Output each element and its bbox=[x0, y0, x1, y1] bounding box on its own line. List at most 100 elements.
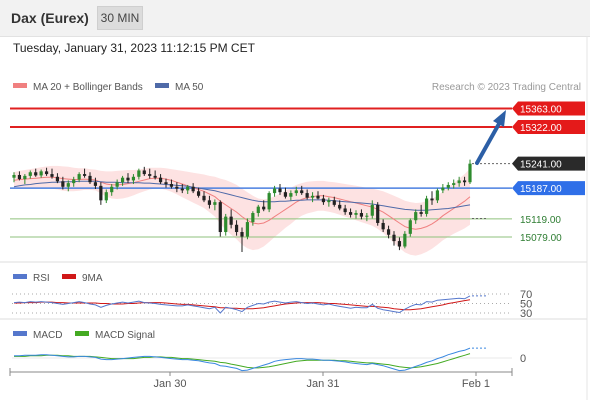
candle-body bbox=[403, 233, 407, 247]
candle-body bbox=[99, 185, 103, 201]
candle-body bbox=[365, 215, 369, 217]
candle-body bbox=[272, 188, 277, 194]
rsi-legend: RSI 9MA bbox=[13, 273, 103, 284]
rsi-ma-line bbox=[14, 299, 471, 311]
candle-body bbox=[338, 204, 342, 209]
candle-body bbox=[256, 206, 260, 214]
candle-body bbox=[240, 232, 244, 237]
candle-body bbox=[419, 212, 423, 214]
instrument-title: Dax (Eurex) bbox=[11, 10, 89, 26]
level-lines bbox=[10, 107, 512, 238]
candle-body bbox=[88, 175, 92, 183]
candle-body bbox=[468, 163, 472, 183]
candle-body bbox=[305, 193, 309, 198]
candle-body bbox=[148, 174, 152, 176]
main-legend: MA 20 + Bollinger Bands MA 50 Research ©… bbox=[13, 82, 581, 93]
rsi-ma-legend-label: 9MA bbox=[82, 273, 103, 284]
candle-body bbox=[180, 188, 184, 191]
candle-body bbox=[137, 170, 141, 177]
candle-body bbox=[44, 171, 49, 175]
candle-body bbox=[142, 170, 146, 175]
candle-body bbox=[267, 193, 271, 210]
macd-legend: MACD MACD Signal bbox=[13, 330, 155, 341]
candle-body bbox=[441, 187, 445, 191]
candle-body bbox=[376, 204, 380, 223]
rsi-legend-label: RSI bbox=[33, 273, 50, 284]
candle-body bbox=[55, 176, 60, 182]
candle-body bbox=[164, 182, 168, 185]
candle-body bbox=[28, 172, 32, 176]
candle-body bbox=[196, 191, 201, 196]
candle-body bbox=[218, 202, 222, 233]
candle-body bbox=[278, 188, 282, 193]
candle-body bbox=[50, 174, 54, 177]
macd-tick-label: 0 bbox=[520, 353, 526, 365]
candle-body bbox=[224, 216, 228, 233]
candle-body bbox=[191, 186, 195, 192]
candle-body bbox=[446, 184, 450, 188]
credit-text: Research © 2023 Trading Central bbox=[432, 82, 581, 93]
candle-body bbox=[77, 174, 81, 180]
macd-signal-legend-label: MACD Signal bbox=[95, 330, 155, 341]
candle-body bbox=[169, 184, 174, 187]
price-labels: 15363.00 15322.00 15241.00 15187.00 15119.00… bbox=[512, 101, 585, 244]
candle-body bbox=[126, 177, 130, 181]
rsi-swatch bbox=[13, 274, 27, 279]
support-label: 15119.00 bbox=[520, 215, 561, 226]
candle-body bbox=[359, 213, 364, 217]
candle-body bbox=[245, 222, 250, 237]
projection-arrow bbox=[475, 110, 506, 165]
candle-body bbox=[110, 186, 114, 193]
candle-body bbox=[294, 190, 298, 194]
x-axis-tick-label: Jan 30 bbox=[153, 378, 186, 390]
timeframe-button[interactable]: 30 MIN bbox=[97, 6, 143, 30]
candle-body bbox=[251, 213, 255, 223]
candle-body bbox=[34, 172, 38, 176]
chart-header: Dax (Eurex) 30 MIN bbox=[0, 0, 590, 37]
candle-body bbox=[321, 198, 326, 203]
candle-body bbox=[392, 234, 396, 242]
candle-body bbox=[408, 220, 412, 234]
candles bbox=[12, 159, 472, 252]
macd-line bbox=[14, 347, 471, 372]
candle-body bbox=[430, 198, 434, 201]
candle-body bbox=[153, 175, 157, 178]
macd-signal-swatch bbox=[75, 331, 89, 336]
x-axis: Jan 30 Jan 31 Feb 1 bbox=[9, 368, 513, 390]
rsi-tick-label: 30 bbox=[520, 308, 532, 320]
candle-body bbox=[327, 200, 331, 203]
resistance-label: 15322.00 bbox=[520, 123, 562, 134]
candle-body bbox=[310, 195, 315, 198]
pivot-label: 15187.00 bbox=[520, 184, 562, 195]
candle-body bbox=[424, 198, 429, 214]
candle-body bbox=[414, 212, 418, 221]
candle-body bbox=[234, 224, 239, 233]
candle-body bbox=[61, 181, 65, 187]
x-axis-tick-label: Feb 1 bbox=[462, 378, 490, 390]
resistance-label-box bbox=[512, 120, 585, 134]
candle-body bbox=[66, 183, 70, 187]
candle-body bbox=[213, 202, 217, 205]
ma20-swatch bbox=[13, 83, 27, 88]
candle-body bbox=[120, 177, 125, 183]
rsi-line bbox=[13, 295, 471, 314]
candle-body bbox=[462, 180, 467, 183]
candle-body bbox=[131, 176, 136, 181]
candle-body bbox=[175, 186, 179, 189]
resistance-label-box bbox=[512, 101, 585, 116]
candle-body bbox=[23, 175, 27, 180]
ma50-swatch bbox=[155, 83, 169, 88]
macd-swatch bbox=[13, 331, 27, 336]
ma20-legend-label: MA 20 + Bollinger Bands bbox=[33, 82, 143, 93]
candle-body bbox=[354, 213, 358, 215]
macd-signal-line bbox=[14, 353, 471, 369]
candle-body bbox=[386, 229, 391, 235]
candle-body bbox=[381, 222, 385, 230]
rsi-tick-label: 70 bbox=[520, 289, 532, 301]
candle-body bbox=[82, 174, 87, 176]
rsi-ma-swatch bbox=[62, 274, 76, 279]
candle-body bbox=[186, 186, 190, 191]
candle-body bbox=[397, 241, 402, 247]
